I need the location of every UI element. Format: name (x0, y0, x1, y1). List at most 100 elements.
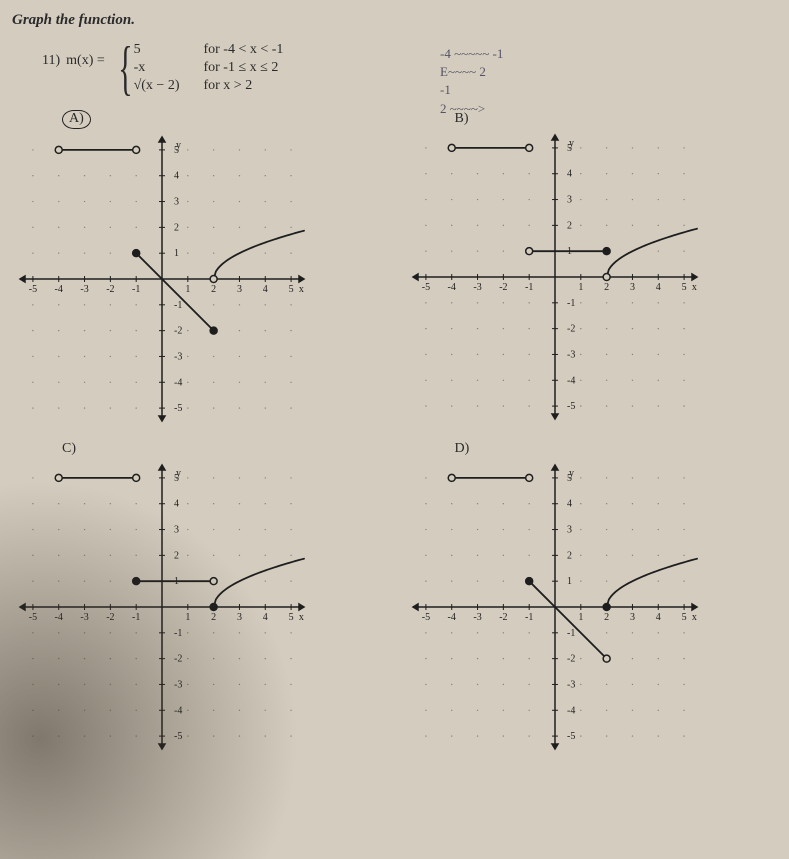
svg-text:2: 2 (567, 550, 572, 561)
svg-text:-1: -1 (525, 612, 533, 623)
svg-text:2: 2 (174, 222, 179, 233)
choice-label-D: D) (455, 441, 470, 456)
piece-cond: for -4 < x < -1 (203, 42, 283, 58)
svg-text:2: 2 (604, 612, 609, 623)
plot-A: -5-4-3-2-112345-5-4-3-2-112345xy (12, 129, 385, 429)
svg-text:-3: -3 (567, 679, 575, 690)
svg-text:-2: -2 (106, 284, 114, 295)
svg-text:-3: -3 (473, 612, 481, 623)
svg-text:x: x (691, 612, 696, 623)
svg-text:x: x (299, 612, 304, 623)
svg-text:-2: -2 (499, 282, 507, 293)
svg-text:y: y (176, 140, 181, 151)
svg-text:-5: -5 (567, 401, 575, 412)
svg-text:-2: -2 (106, 612, 114, 623)
svg-text:-3: -3 (80, 284, 88, 295)
svg-text:-1: -1 (567, 298, 575, 309)
choice-label-A: A) (62, 110, 91, 129)
svg-text:4: 4 (655, 612, 660, 623)
svg-text:-2: -2 (174, 654, 182, 665)
piece-expr: √(x − 2) (134, 78, 180, 94)
plot-C: -5-4-3-2-112345-5-4-3-2-112345xy (12, 457, 385, 757)
svg-text:-4: -4 (174, 377, 182, 388)
plot-B: -5-4-3-2-112345-5-4-3-2-112345xy (405, 127, 778, 427)
svg-text:-4: -4 (55, 284, 63, 295)
svg-text:2: 2 (174, 550, 179, 561)
svg-text:-3: -3 (567, 349, 575, 360)
svg-text:4: 4 (655, 282, 660, 293)
svg-text:4: 4 (567, 499, 572, 510)
svg-text:-4: -4 (567, 705, 575, 716)
svg-text:-5: -5 (29, 612, 37, 623)
svg-text:3: 3 (237, 612, 242, 623)
choice-A: A) -5-4-3-2-112345-5-4-3-2-112345xy (12, 109, 385, 429)
choice-D: D) -5-4-3-2-112345-5-4-3-2-112345xy (405, 439, 778, 759)
svg-text:1: 1 (185, 284, 190, 295)
svg-text:-4: -4 (447, 282, 455, 293)
piece-expr: -x (134, 60, 180, 76)
piece-expr: 5 (134, 42, 180, 58)
problem-statement: 11) m(x) = { 5 for -4 < x < -1 -x for -1… (42, 33, 777, 103)
plot-D: -5-4-3-2-112345-5-4-3-2-112345xy (405, 457, 778, 757)
answer-choices-grid: A) -5-4-3-2-112345-5-4-3-2-112345xy B) -… (12, 109, 777, 759)
svg-text:2: 2 (567, 220, 572, 231)
svg-text:1: 1 (174, 248, 179, 259)
svg-text:-3: -3 (80, 612, 88, 623)
svg-text:2: 2 (604, 282, 609, 293)
svg-text:y: y (176, 468, 181, 479)
svg-text:x: x (691, 282, 696, 293)
piece-cond: for -1 ≤ x ≤ 2 (203, 60, 283, 76)
svg-text:3: 3 (567, 525, 572, 536)
choice-B: B) -5-4-3-2-112345-5-4-3-2-112345xy (405, 109, 778, 429)
svg-text:x: x (299, 284, 304, 295)
choice-label-C: C) (62, 441, 76, 456)
svg-text:-5: -5 (421, 282, 429, 293)
function-name: m(x) = (66, 53, 105, 69)
svg-text:-5: -5 (29, 284, 37, 295)
svg-text:4: 4 (174, 499, 179, 510)
svg-text:-3: -3 (174, 351, 182, 362)
svg-text:5: 5 (289, 612, 294, 623)
piecewise-brace: { (118, 38, 132, 98)
svg-text:-2: -2 (567, 654, 575, 665)
svg-text:3: 3 (174, 525, 179, 536)
svg-text:-4: -4 (55, 612, 63, 623)
svg-text:4: 4 (174, 171, 179, 182)
svg-text:-5: -5 (174, 403, 182, 414)
svg-text:5: 5 (681, 612, 686, 623)
svg-text:-4: -4 (567, 375, 575, 386)
svg-text:3: 3 (237, 284, 242, 295)
svg-text:-4: -4 (174, 705, 182, 716)
svg-text:y: y (569, 138, 574, 149)
svg-text:3: 3 (567, 195, 572, 206)
svg-text:-2: -2 (174, 326, 182, 337)
svg-text:2: 2 (211, 612, 216, 623)
svg-text:1: 1 (185, 612, 190, 623)
svg-text:y: y (569, 468, 574, 479)
handwritten-note: -4 ~~~~~ -1 E~~~~ 2 -1 2 ~~~~> (440, 45, 503, 118)
svg-text:-4: -4 (447, 612, 455, 623)
svg-text:-1: -1 (567, 628, 575, 639)
piece-cond: for x > 2 (203, 78, 283, 94)
svg-text:-1: -1 (132, 612, 140, 623)
svg-text:4: 4 (263, 612, 268, 623)
svg-text:-3: -3 (473, 282, 481, 293)
choice-label-B: B) (455, 111, 469, 126)
problem-number: 11) (42, 53, 60, 69)
svg-text:1: 1 (578, 282, 583, 293)
svg-text:-2: -2 (499, 612, 507, 623)
svg-text:-3: -3 (174, 679, 182, 690)
svg-text:-1: -1 (174, 300, 182, 311)
svg-text:3: 3 (629, 612, 634, 623)
svg-text:3: 3 (174, 197, 179, 208)
svg-text:-1: -1 (174, 628, 182, 639)
svg-text:-5: -5 (174, 731, 182, 742)
svg-text:5: 5 (681, 282, 686, 293)
choice-C: C) -5-4-3-2-112345-5-4-3-2-112345xy (12, 439, 385, 759)
svg-text:-2: -2 (567, 324, 575, 335)
svg-text:-1: -1 (132, 284, 140, 295)
svg-text:2: 2 (211, 284, 216, 295)
svg-text:-1: -1 (525, 282, 533, 293)
svg-text:1: 1 (567, 576, 572, 587)
svg-text:3: 3 (629, 282, 634, 293)
